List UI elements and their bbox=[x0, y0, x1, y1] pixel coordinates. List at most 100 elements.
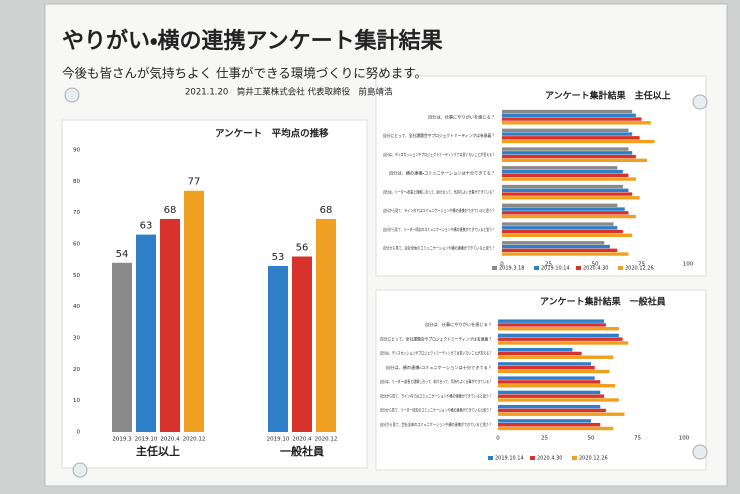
bar bbox=[502, 184, 623, 189]
bar bbox=[498, 355, 614, 359]
bar bbox=[502, 207, 625, 211]
bar bbox=[502, 117, 642, 121]
category-label: 自分にとって、全社課題会やプロジェクトミーティングは有意義？ bbox=[380, 335, 492, 342]
bar bbox=[502, 109, 633, 114]
bar bbox=[498, 408, 606, 413]
bar bbox=[502, 169, 623, 174]
bar bbox=[498, 369, 610, 374]
bar bbox=[498, 333, 619, 338]
x-tick-label: 2019.10 bbox=[267, 437, 290, 443]
x-tick-label: 100 bbox=[679, 436, 690, 442]
bar bbox=[502, 166, 618, 170]
bar bbox=[502, 158, 648, 162]
x-tick-label: 100 bbox=[683, 262, 694, 268]
category-label: 自分にとって、全社課題会やプロジェクトミーティングは有意義？ bbox=[383, 132, 495, 139]
bar bbox=[498, 351, 582, 356]
bar bbox=[160, 218, 180, 432]
magnet bbox=[692, 94, 708, 110]
y-tick-label: 60 bbox=[73, 242, 80, 248]
bar bbox=[502, 136, 640, 140]
x-tick-label: 2019.10 bbox=[135, 437, 158, 443]
y-tick-label: 40 bbox=[73, 304, 80, 310]
y-tick-label: 80 bbox=[73, 179, 80, 185]
bar bbox=[502, 203, 618, 207]
legend-swatch bbox=[530, 456, 535, 460]
legend-swatch bbox=[618, 266, 623, 270]
magnet bbox=[64, 87, 80, 103]
bar bbox=[502, 222, 614, 226]
bar bbox=[502, 128, 629, 132]
magnet bbox=[72, 462, 88, 478]
x-tick-label: 2020.4 bbox=[292, 437, 312, 443]
category-label: 自分から見て、ライン内ではコミュニケーションや横の連携ができていると思う？ bbox=[380, 392, 492, 399]
x-tick-label: 2019.3 bbox=[112, 437, 132, 443]
data-label: 77 bbox=[188, 177, 201, 188]
chart-title: アンケート集計結果 主任以上 bbox=[545, 90, 671, 102]
group-label: 主任以上 bbox=[136, 444, 180, 458]
category-label: 自分から見て、リーダー同志のコミュニケーションや横の連携ができていると思う？ bbox=[380, 407, 492, 414]
bar bbox=[498, 337, 623, 341]
bar bbox=[498, 419, 591, 423]
magnet bbox=[692, 444, 708, 460]
legend-label: 2020.4.30 bbox=[537, 456, 562, 462]
bar bbox=[498, 327, 619, 331]
category-label: 自分は、リーダー・部長と理解し合って、助け合って、気持ちよく仕事ができている？ bbox=[380, 378, 492, 385]
bar bbox=[502, 177, 636, 181]
bar bbox=[502, 173, 629, 177]
legend-label: 2020.4.30 bbox=[583, 266, 608, 272]
legend-swatch bbox=[492, 266, 497, 270]
y-tick-label: 0 bbox=[77, 430, 81, 436]
bar bbox=[502, 188, 629, 192]
bar bbox=[498, 362, 591, 366]
bar bbox=[498, 365, 595, 370]
bar bbox=[498, 341, 629, 345]
legend-label: 2019.10.14 bbox=[495, 456, 524, 462]
bar bbox=[502, 151, 633, 155]
category-label: 自分は、ディスカッションやプロジェクトミーティングでは言いたいことが言える？ bbox=[383, 151, 495, 158]
bar bbox=[502, 214, 636, 219]
bar bbox=[498, 426, 614, 431]
x-tick-label: 75 bbox=[638, 262, 645, 268]
data-label: 63 bbox=[140, 221, 153, 232]
data-label: 53 bbox=[272, 252, 285, 263]
y-tick-label: 30 bbox=[73, 336, 80, 342]
x-tick-label: 25 bbox=[545, 262, 552, 268]
chart-title: アンケート 平均点の推移 bbox=[215, 128, 329, 140]
bar bbox=[502, 121, 651, 125]
bar bbox=[502, 226, 618, 230]
bar bbox=[502, 229, 623, 234]
bar bbox=[502, 192, 633, 196]
bar bbox=[502, 154, 636, 159]
x-tick-label: 2020.12 bbox=[183, 437, 206, 443]
x-tick-label: 0 bbox=[496, 436, 500, 442]
legend-label: 2019.3.18 bbox=[499, 266, 524, 272]
category-label: 自分から見て、会社全体のコミュニケーションや横の連携ができていると思う？ bbox=[383, 245, 495, 252]
legend-swatch bbox=[576, 266, 581, 270]
data-label: 68 bbox=[164, 205, 177, 216]
bar bbox=[498, 376, 595, 380]
category-label: 自分から見て、ライン内ではコミュニケーションや横の連携ができていると思う？ bbox=[383, 207, 495, 214]
y-tick-label: 20 bbox=[73, 367, 80, 373]
bar bbox=[292, 256, 312, 432]
legend-label: 2020.12.26 bbox=[579, 456, 608, 462]
bar bbox=[498, 384, 616, 388]
bar bbox=[502, 233, 633, 237]
y-tick-label: 50 bbox=[73, 273, 80, 279]
data-label: 68 bbox=[320, 205, 333, 216]
bar bbox=[498, 404, 601, 409]
bar bbox=[498, 380, 601, 384]
poster-subtitle: 今後も皆さんが気持ちよく 仕事ができる環境づくりに努めます。 bbox=[62, 66, 427, 81]
bar bbox=[502, 211, 629, 215]
category-label: 自分は、ディスカッションやプロジェクトミーティングでは言いたいことが言える？ bbox=[380, 350, 492, 357]
legend-label: 2020.12.26 bbox=[625, 266, 654, 272]
y-tick-label: 10 bbox=[73, 398, 80, 404]
legend-swatch bbox=[488, 456, 493, 460]
bar bbox=[502, 139, 655, 144]
data-label: 56 bbox=[296, 243, 309, 254]
bar bbox=[498, 398, 619, 402]
category-label: 自分は、横の連携・コミュニケーションは十分できてる？ bbox=[386, 364, 492, 371]
category-label: 自分から見て、会社全体のコミュニケーションや横の連携ができていると思う？ bbox=[380, 421, 492, 428]
y-tick-label: 90 bbox=[73, 148, 80, 154]
